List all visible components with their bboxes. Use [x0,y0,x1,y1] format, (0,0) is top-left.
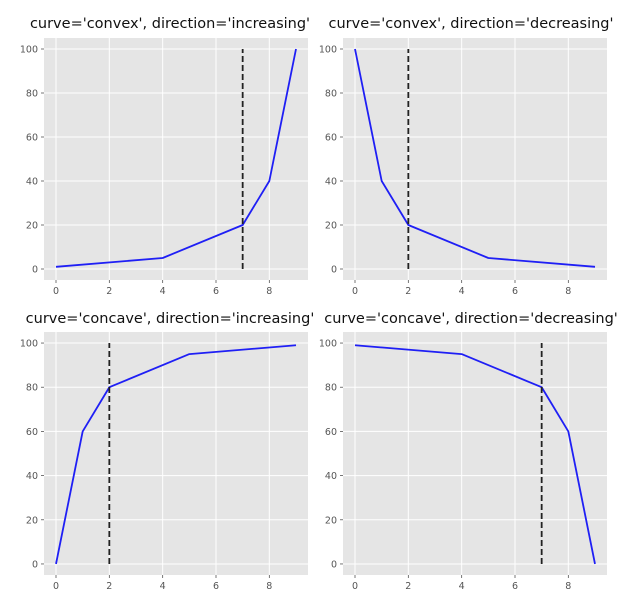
y-tick-label: 0 [331,265,337,276]
y-tick-label: 20 [26,515,38,526]
y-tick-label: 80 [325,89,337,100]
y-tick-label: 0 [331,559,337,570]
plot-background [44,38,308,280]
y-tick-label: 80 [325,383,337,394]
x-tick-label: 8 [266,286,272,297]
chart-title: curve='convex', direction='increasing' [30,16,310,32]
x-tick-label: 6 [512,286,518,297]
plot-background [343,38,607,280]
y-tick-label: 20 [325,515,337,526]
x-tick-label: 0 [53,581,59,592]
x-tick-label: 0 [352,286,358,297]
x-tick-label: 8 [565,581,571,592]
plot-background [343,332,607,575]
x-tick-label: 8 [266,581,272,592]
x-tick-label: 2 [405,581,411,592]
x-tick-label: 6 [213,286,219,297]
x-tick-label: 4 [459,286,465,297]
x-tick-label: 2 [106,581,112,592]
data-line [55,48,297,268]
chart-title: curve='concave', direction='decreasing' [324,311,618,327]
y-tick-label: 0 [32,559,38,570]
y-tick-label: 80 [26,89,38,100]
y-tick-label: 100 [319,45,337,56]
y-tick-label: 60 [325,133,337,144]
chart-title: curve='convex', direction='decreasing' [328,16,613,32]
y-tick-label: 60 [325,427,337,438]
y-tick-label: 100 [20,45,38,56]
x-tick-label: 4 [459,581,465,592]
x-tick-label: 4 [160,286,166,297]
y-tick-label: 20 [26,221,38,232]
x-tick-label: 4 [160,581,166,592]
y-tick-label: 60 [26,133,38,144]
y-tick-label: 20 [325,221,337,232]
y-tick-label: 40 [325,177,337,188]
y-tick-label: 100 [20,339,38,350]
y-tick-label: 0 [32,265,38,276]
y-tick-label: 100 [319,339,337,350]
y-tick-label: 60 [26,427,38,438]
y-tick-label: 40 [325,471,337,482]
y-tick-label: 40 [26,471,38,482]
data-line [354,48,596,268]
plot-background [44,332,308,575]
x-tick-label: 0 [352,581,358,592]
x-tick-label: 6 [512,581,518,592]
chart-title: curve='concave', direction='increasing' [26,311,315,327]
y-tick-label: 80 [26,383,38,394]
y-tick-label: 40 [26,177,38,188]
x-tick-label: 2 [106,286,112,297]
x-tick-label: 2 [405,286,411,297]
x-tick-label: 0 [53,286,59,297]
x-tick-label: 8 [565,286,571,297]
x-tick-label: 6 [213,581,219,592]
